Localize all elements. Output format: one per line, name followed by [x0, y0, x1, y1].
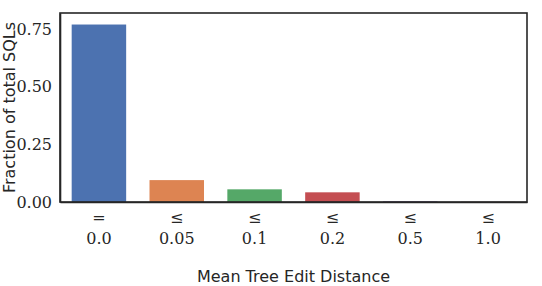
bar	[305, 192, 359, 202]
x-tick-label-line: ≤	[481, 208, 494, 227]
x-tick: ≤0.05	[159, 202, 195, 248]
y-tick-label: 0.75	[16, 20, 52, 39]
bars	[72, 25, 516, 202]
y-tick: 0.75	[16, 20, 60, 39]
x-tick-label-line: 0.5	[398, 229, 423, 248]
x-tick: ≤0.5	[398, 202, 423, 248]
y-tick-label: 0.50	[16, 77, 52, 96]
x-tick-label-line: 0.2	[320, 229, 345, 248]
x-tick-label: ≤0.2	[320, 208, 345, 248]
x-tick-label-line: =	[92, 208, 105, 227]
y-tick: 0.25	[16, 135, 60, 154]
x-axis: =0.0≤0.05≤0.1≤0.2≤0.5≤1.0	[61, 202, 528, 248]
x-tick-label-line: ≤	[248, 208, 261, 227]
plot: 0.000.250.500.75=0.0≤0.05≤0.1≤0.2≤0.5≤1.…	[16, 13, 527, 248]
x-tick: = 0.0	[86, 202, 111, 248]
x-tick-label-line: 0.05	[159, 229, 195, 248]
bar	[150, 180, 204, 202]
x-tick-label: ≤1.0	[475, 208, 500, 248]
y-axis-line	[60, 14, 62, 203]
x-tick: ≤0.2	[320, 202, 345, 248]
x-tick-label: ≤0.05	[159, 208, 195, 248]
x-tick-label-line: 0.1	[242, 229, 267, 248]
y-tick-label: 0.25	[16, 135, 52, 154]
x-tick-label: = 0.0	[86, 208, 111, 248]
frame	[60, 13, 527, 202]
x-tick-label-line: ≤	[326, 208, 339, 227]
x-tick-label-line: 1.0	[475, 229, 500, 248]
x-tick-label-line: 0.0	[86, 229, 111, 248]
y-axis: 0.00 0.25 0.50 0.75	[16, 14, 60, 212]
y-tick-label: 0.00	[16, 193, 52, 212]
x-tick: ≤1.0	[475, 202, 500, 248]
y-tick: 0.00	[16, 193, 60, 212]
chart: 0.000.250.500.75=0.0≤0.05≤0.1≤0.2≤0.5≤1.…	[0, 0, 542, 286]
x-tick: ≤0.1	[242, 202, 267, 248]
x-tick-label: ≤0.1	[242, 208, 267, 248]
x-axis-title: Mean Tree Edit Distance	[197, 267, 390, 286]
y-axis-title: Fraction of total SQLs	[0, 22, 19, 193]
y-tick: 0.50	[16, 77, 60, 96]
x-axis-line	[61, 202, 528, 204]
bar	[72, 25, 126, 202]
x-tick-label-line: ≤	[404, 208, 417, 227]
bar	[227, 189, 281, 202]
x-tick-label-line: ≤	[170, 208, 183, 227]
x-tick-label: ≤0.5	[398, 208, 423, 248]
